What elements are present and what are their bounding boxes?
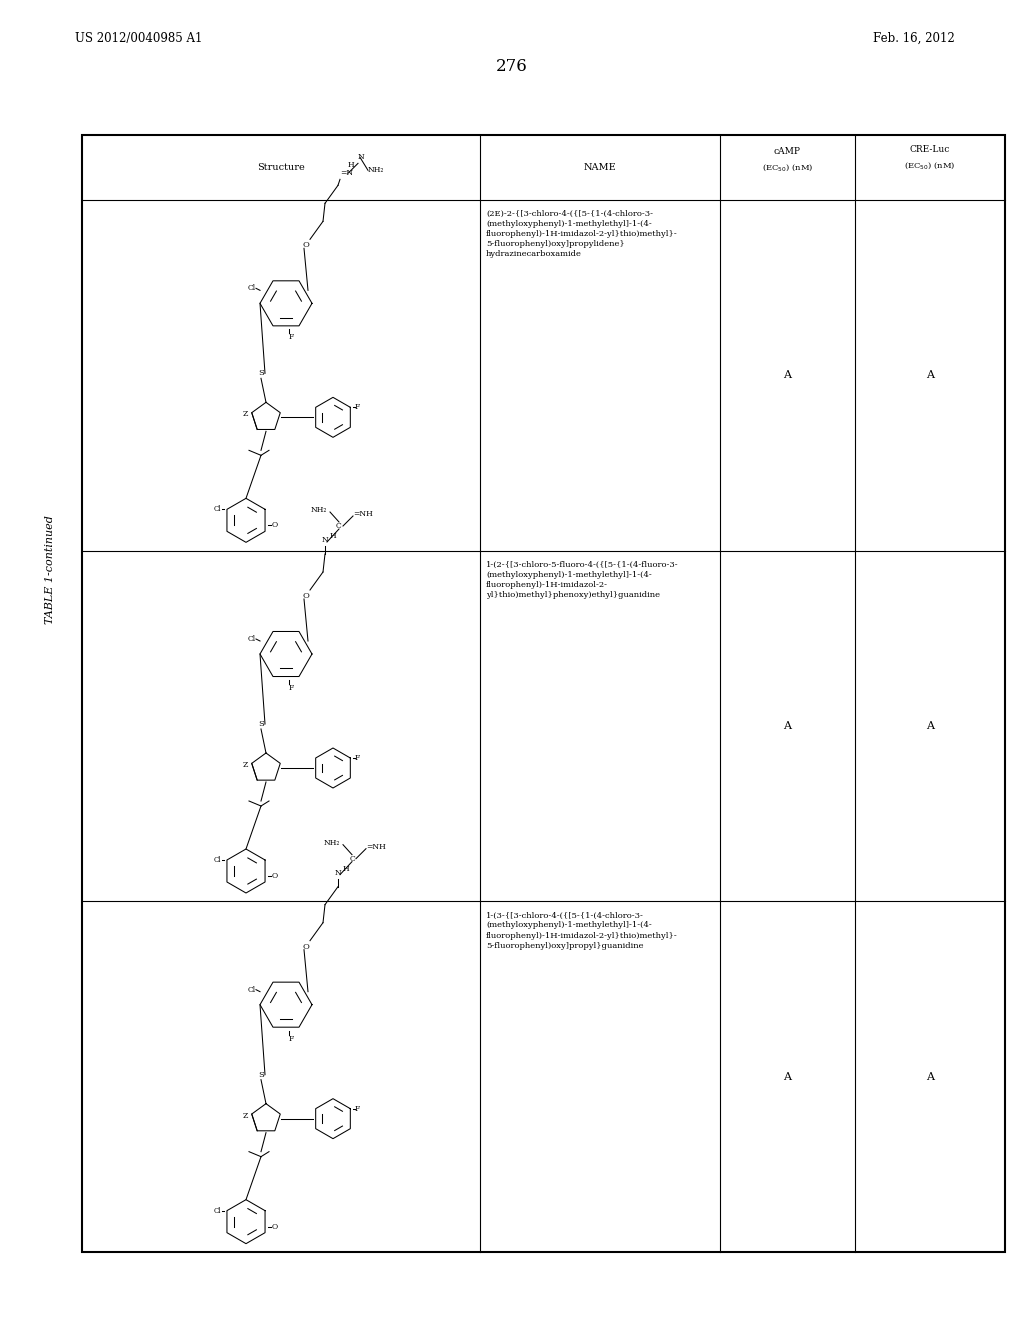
Text: NAME: NAME: [584, 162, 616, 172]
Text: TABLE 1-continued: TABLE 1-continued: [45, 516, 55, 624]
Text: F: F: [289, 334, 294, 342]
Text: Cl: Cl: [214, 506, 221, 513]
Text: Structure: Structure: [257, 162, 305, 172]
Text: C: C: [336, 521, 342, 531]
Text: O: O: [272, 873, 279, 880]
Text: cAMP: cAMP: [774, 147, 801, 156]
Text: S: S: [258, 1071, 264, 1078]
Text: H: H: [330, 532, 337, 540]
Text: NH₂: NH₂: [324, 838, 340, 846]
Text: NH₂: NH₂: [310, 506, 327, 513]
Text: (EC$_{50}$) (nM): (EC$_{50}$) (nM): [904, 160, 955, 172]
Text: Cl: Cl: [248, 635, 256, 643]
Text: Cl: Cl: [248, 284, 256, 292]
Text: N: N: [322, 536, 329, 544]
Text: O: O: [302, 591, 309, 601]
Text: H: H: [343, 865, 349, 873]
Text: NH₂: NH₂: [368, 166, 384, 174]
Text: (EC$_{50}$) (nM): (EC$_{50}$) (nM): [762, 162, 813, 173]
Text: F: F: [289, 1035, 294, 1043]
Text: O: O: [302, 242, 309, 249]
Text: (2E)-2-{[3-chloro-4-({[5-{1-(4-chloro-3-
(methyloxyphenyl)-1-methylethyl]-1-(4-
: (2E)-2-{[3-chloro-4-({[5-{1-(4-chloro-3-…: [486, 210, 678, 259]
Text: US 2012/0040985 A1: US 2012/0040985 A1: [75, 32, 203, 45]
Text: Z: Z: [243, 411, 248, 418]
Text: Cl: Cl: [214, 855, 221, 865]
Text: =N: =N: [340, 169, 353, 177]
Text: CRE-Luc: CRE-Luc: [909, 145, 950, 154]
Text: =NH: =NH: [353, 510, 373, 517]
Text: F: F: [289, 684, 294, 692]
Text: N: N: [358, 153, 365, 161]
Text: O: O: [302, 942, 309, 950]
Text: N: N: [335, 869, 341, 876]
Text: S: S: [258, 719, 264, 729]
Text: A: A: [926, 721, 934, 731]
Text: F: F: [355, 754, 360, 762]
Text: Cl: Cl: [248, 986, 256, 994]
Text: 276: 276: [496, 58, 528, 75]
Text: H: H: [348, 161, 354, 169]
Text: C: C: [349, 854, 355, 863]
Text: =NH: =NH: [366, 842, 386, 850]
Text: O: O: [272, 521, 279, 529]
Text: S: S: [258, 370, 264, 378]
Text: A: A: [783, 721, 792, 731]
Text: A: A: [926, 1072, 934, 1081]
Text: A: A: [783, 371, 792, 380]
Text: A: A: [926, 371, 934, 380]
Text: 1-(2-{[3-chloro-5-fluoro-4-({[5-{1-(4-fluoro-3-
(methyloxyphenyl)-1-methylethyl]: 1-(2-{[3-chloro-5-fluoro-4-({[5-{1-(4-fl…: [486, 561, 679, 599]
FancyBboxPatch shape: [82, 135, 1005, 1251]
Text: Z: Z: [243, 762, 248, 770]
Text: Z: Z: [243, 1111, 248, 1119]
Text: Cl: Cl: [214, 1206, 221, 1214]
Text: 1-(3-{[3-chloro-4-({[5-{1-(4-chloro-3-
(methyloxyphenyl)-1-methylethyl]-1-(4-
fl: 1-(3-{[3-chloro-4-({[5-{1-(4-chloro-3- (…: [486, 911, 678, 949]
Text: A: A: [783, 1072, 792, 1081]
Text: F: F: [355, 1105, 360, 1113]
Text: O: O: [272, 1222, 279, 1230]
Text: Feb. 16, 2012: Feb. 16, 2012: [873, 32, 955, 45]
Text: F: F: [355, 404, 360, 412]
